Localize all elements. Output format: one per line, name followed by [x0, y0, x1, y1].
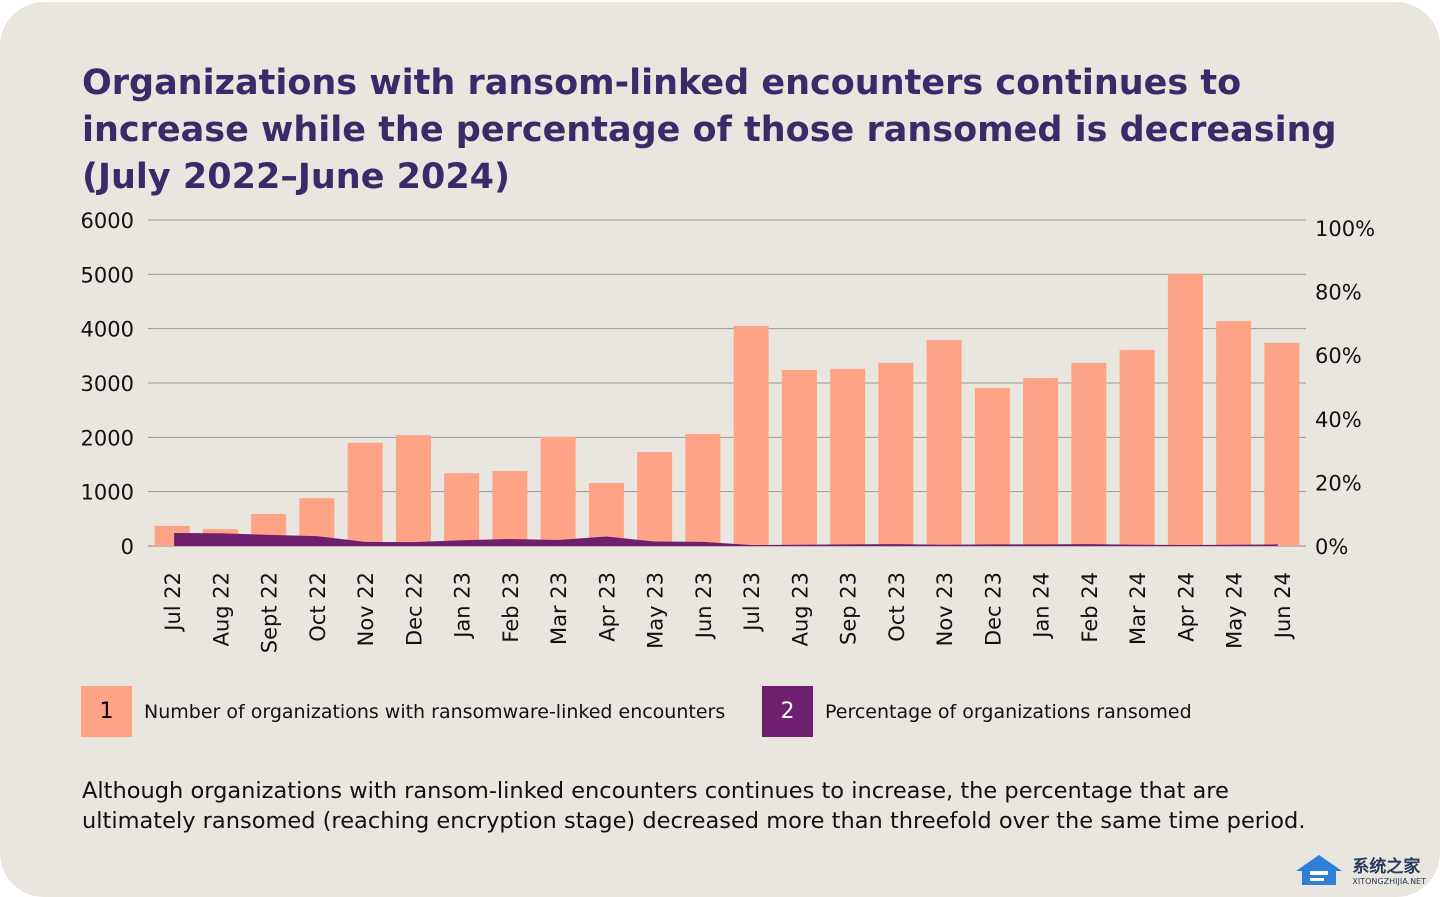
bar: [444, 473, 480, 546]
x-tick-label: Jan 23: [451, 572, 475, 640]
house-logo-icon: [1296, 855, 1343, 885]
x-tick-label: Jul 22: [161, 572, 185, 633]
bar: [1071, 362, 1107, 546]
x-tick-label: Apr 24: [1174, 572, 1198, 642]
bar: [588, 482, 624, 546]
chart-area: 0 1000 2000 3000 4000 5000 6000 0% 20% 40% 60% 80% 1…: [81, 209, 1376, 653]
x-tick-label: Jan 24: [1030, 572, 1054, 640]
right-tick-label: 0%: [1315, 535, 1348, 559]
chart-note: Although organizations with ransom-linke…: [82, 778, 1306, 834]
legend-label-1: Number of organizations with ransomware-…: [144, 700, 726, 723]
x-tick-label: Mar 23: [547, 572, 571, 645]
x-tick-label: Jun 24: [1271, 572, 1295, 640]
watermark-logo: 系统之家 XITONGZHIJIA.NET: [1292, 851, 1426, 887]
left-tick-label: 1000: [81, 481, 134, 505]
bar: [781, 369, 817, 546]
left-tick-label: 5000: [81, 263, 134, 287]
x-tick-label: Dec 23: [981, 572, 1005, 646]
legend-swatch-2: 2: [762, 686, 813, 737]
bar: [637, 452, 673, 546]
bar: [1023, 378, 1059, 546]
percentage-area: [174, 532, 1278, 546]
x-tick-label: Nov 22: [354, 572, 378, 646]
bar: [685, 434, 721, 546]
x-tick-label: Aug 23: [788, 572, 812, 646]
right-tick-label: 40%: [1315, 408, 1362, 432]
x-tick-label: Sep 23: [837, 572, 861, 645]
bar: [1216, 321, 1252, 546]
legend-item-percentage: 2 Percentage of organizations ransomed: [762, 686, 1192, 737]
bar: [974, 387, 1010, 546]
bar: [395, 435, 431, 546]
x-tick-label: Dec 22: [402, 572, 426, 646]
bar: [492, 471, 528, 546]
left-tick-label: 6000: [81, 209, 134, 233]
left-tick-label: 2000: [81, 426, 134, 450]
x-tick-label: Feb 24: [1078, 572, 1102, 643]
left-tick-label: 4000: [81, 318, 134, 342]
x-tick-label: Sept 22: [258, 572, 282, 653]
x-tick-label: Jul 23: [740, 572, 764, 633]
x-tick-label: Nov 23: [933, 572, 957, 646]
x-tick-label: Feb 23: [499, 572, 523, 643]
x-tick-label: Oct 22: [306, 572, 330, 642]
bar: [347, 442, 383, 546]
x-tick-label: Apr 23: [595, 572, 619, 642]
chart-title: Organizations with ransom-linked encount…: [82, 63, 1337, 197]
left-tick-label: 3000: [81, 372, 134, 396]
bar: [733, 325, 769, 546]
legend-swatch-1: 1: [81, 686, 132, 737]
x-tick-label: Jun 23: [692, 572, 716, 640]
right-tick-label: 100%: [1315, 217, 1375, 241]
bar: [878, 362, 914, 546]
bar: [1119, 349, 1155, 546]
x-tick-label: May 23: [644, 572, 668, 649]
x-tick-label: Aug 22: [209, 572, 233, 646]
legend-label-2: Percentage of organizations ransomed: [825, 700, 1192, 723]
right-tick-label: 80%: [1315, 281, 1362, 305]
x-tick-label: Oct 23: [885, 572, 909, 642]
legend-item-count: 1 Number of organizations with ransomwar…: [81, 686, 725, 737]
watermark-en: XITONGZHIJIA.NET: [1352, 877, 1426, 886]
bar: [1167, 273, 1203, 546]
bar: [1264, 342, 1300, 546]
bar: [830, 368, 866, 546]
bar: [926, 340, 962, 546]
right-tick-label: 60%: [1315, 344, 1362, 368]
x-tick-label: Mar 24: [1126, 572, 1150, 645]
bar: [540, 436, 576, 546]
watermark-cn: 系统之家: [1352, 857, 1421, 877]
right-tick-label: 20%: [1315, 471, 1362, 495]
left-tick-label: 0: [121, 535, 134, 559]
x-tick-label: May 24: [1223, 572, 1247, 649]
